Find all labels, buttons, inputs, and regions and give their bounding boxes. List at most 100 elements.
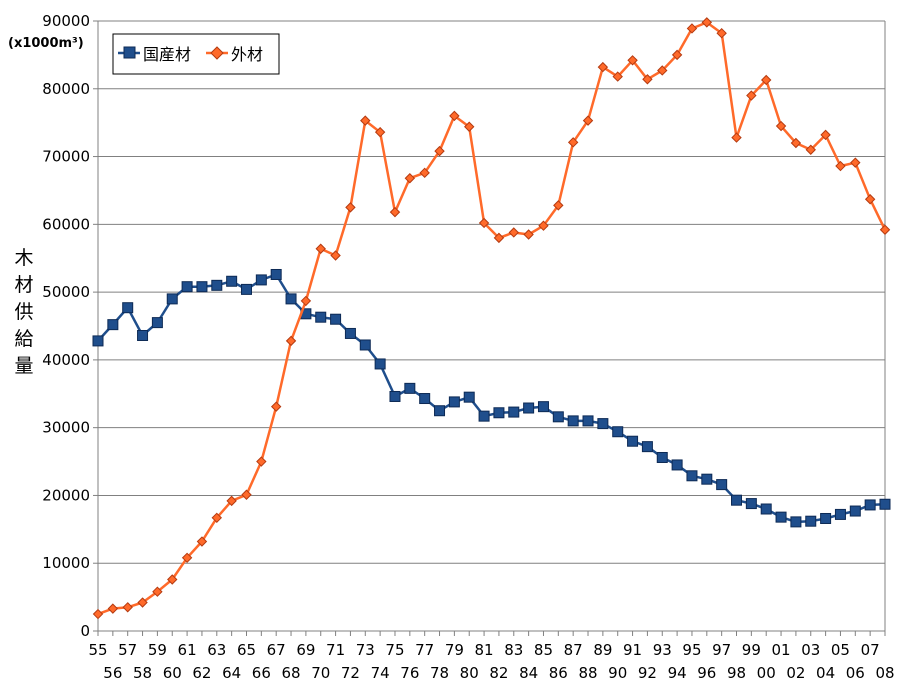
data-point (330, 313, 342, 325)
x-tick-label: 67 (267, 641, 286, 659)
x-tick-label: 02 (786, 664, 805, 682)
data-point (330, 250, 341, 261)
y-axis-title-char: 量 (14, 355, 33, 377)
data-point (256, 456, 267, 467)
data-point (493, 407, 505, 419)
data-point (864, 194, 876, 205)
data-point (359, 339, 371, 351)
x-tick-label: 68 (281, 664, 300, 682)
data-point (582, 115, 594, 126)
y-axis-title-char: 給 (14, 328, 33, 350)
data-point (181, 552, 193, 564)
x-tick-label: 93 (653, 641, 672, 659)
x-tick-label: 58 (133, 664, 152, 682)
data-point (537, 401, 549, 413)
data-point (226, 495, 237, 507)
legend-marker-domestic (123, 46, 136, 59)
x-tick-label: 84 (519, 664, 538, 682)
data-point (849, 505, 861, 517)
y-tick-label: 80000 (42, 80, 90, 98)
x-tick-label: 79 (445, 641, 464, 659)
y-tick-label: 50000 (42, 283, 90, 301)
data-point (879, 498, 891, 510)
data-point (270, 268, 282, 280)
data-point (464, 121, 475, 132)
data-point (493, 232, 505, 244)
data-point (270, 401, 282, 412)
data-point (686, 23, 698, 34)
x-tick-label: 87 (564, 641, 583, 659)
x-tick-label: 82 (489, 664, 508, 682)
data-point (137, 597, 148, 608)
legend-label-imported: 外材 (231, 45, 263, 64)
data-point (255, 274, 267, 286)
x-tick-label: 98 (727, 664, 746, 682)
data-point (167, 574, 178, 585)
y-unit-label: (x1000m³) (8, 36, 84, 51)
data-point (835, 160, 846, 172)
data-point (790, 137, 802, 149)
x-tick-label: 74 (371, 664, 390, 682)
series-line-0 (97, 273, 886, 524)
data-point (404, 173, 416, 184)
data-point (850, 157, 861, 168)
data-point (389, 390, 401, 402)
data-point (612, 426, 624, 438)
data-point (374, 358, 386, 370)
x-tick-label: 77 (415, 641, 434, 659)
x-tick-label: 70 (311, 664, 330, 682)
data-point (701, 473, 713, 485)
data-point (122, 602, 133, 613)
x-tick-label: 55 (88, 641, 107, 659)
data-point (775, 511, 787, 523)
x-tick-label: 57 (118, 641, 137, 659)
data-point (820, 129, 831, 141)
data-point (166, 293, 178, 305)
x-tick-label: 60 (163, 664, 182, 682)
data-point (360, 115, 371, 126)
x-tick-label: 64 (222, 664, 241, 682)
data-point (731, 132, 742, 143)
grid-lines (98, 20, 885, 564)
data-point (567, 415, 579, 427)
y-tick-labels: 0 10000 20000 30000 40000 50000 60000 70000 8000… (42, 12, 90, 640)
x-tick-label: 59 (148, 641, 167, 659)
data-point (107, 603, 119, 614)
x-tick-label: 04 (816, 664, 835, 682)
data-point (508, 227, 519, 238)
x-tick-label: 62 (192, 664, 211, 682)
data-point (389, 206, 401, 218)
x-tick-label: 72 (341, 664, 360, 682)
data-point (597, 418, 609, 430)
series-line-1 (97, 21, 887, 616)
x-tick-label: 63 (207, 641, 226, 659)
data-point (864, 499, 876, 511)
data-point (196, 281, 208, 293)
x-tick-label: 97 (712, 641, 731, 659)
x-tick-label: 05 (831, 641, 850, 659)
x-tick-label: 06 (846, 664, 865, 682)
data-point (122, 302, 134, 314)
y-tick-label: 60000 (42, 215, 90, 233)
x-tick-label: 65 (237, 641, 256, 659)
data-point (419, 393, 431, 405)
data-point (552, 411, 564, 423)
data-point (151, 317, 163, 329)
data-point (300, 295, 312, 307)
axes (93, 20, 886, 636)
y-tick-label: 40000 (42, 351, 90, 369)
data-point (211, 512, 222, 524)
data-point (671, 459, 683, 471)
data-point (612, 71, 623, 82)
data-point (107, 319, 119, 331)
x-tick-label: 03 (801, 641, 820, 659)
x-tick-label: 00 (757, 664, 776, 682)
x-tick-label: 56 (103, 664, 122, 682)
data-point (834, 508, 846, 520)
data-point (553, 200, 564, 211)
data-point (523, 229, 534, 240)
data-point (656, 451, 668, 463)
x-tick-label: 81 (475, 641, 494, 659)
